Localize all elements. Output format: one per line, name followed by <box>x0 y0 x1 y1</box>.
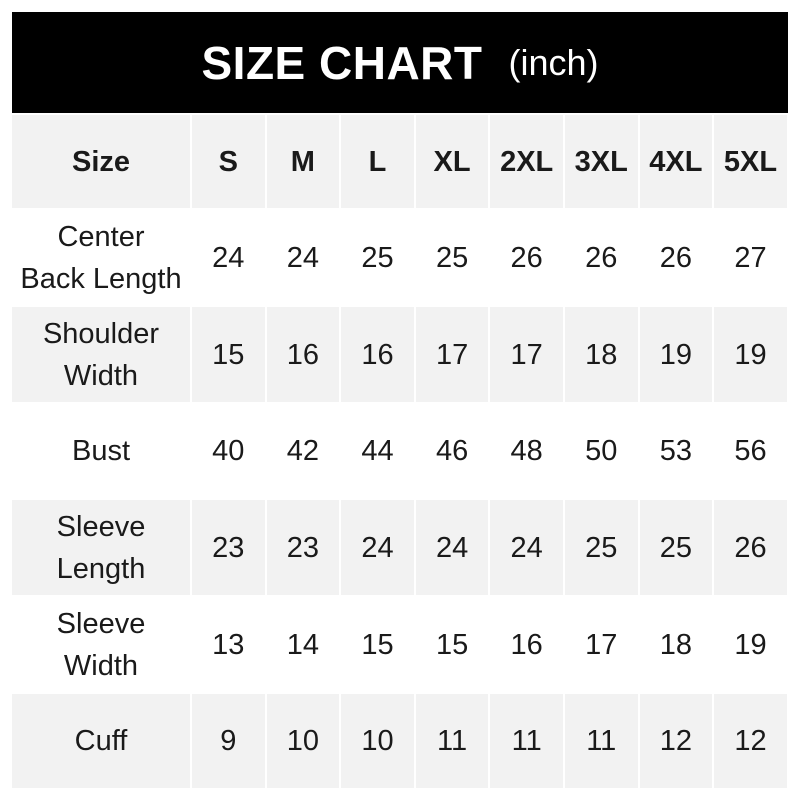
measurement-cell: 27 <box>734 241 767 274</box>
measurement-cell: 24 <box>341 500 414 595</box>
measurement-cell: 17 <box>585 628 618 661</box>
measurement-cell: 18 <box>564 307 638 402</box>
measurement-cell: 25 <box>361 241 394 274</box>
measurement-cell: 19 <box>639 307 713 402</box>
measurement-cell: 15 <box>361 628 394 661</box>
row-label: Cuff <box>12 694 190 788</box>
measurement-cell: 24 <box>415 500 489 595</box>
measurement-cell: 25 <box>639 500 713 595</box>
measurement-cell: 15 <box>192 307 265 402</box>
header-size-s: S <box>192 115 265 208</box>
header-size-label: Size <box>12 115 190 208</box>
measurement-cell: 56 <box>734 435 767 467</box>
measurement-cell: 15 <box>435 628 469 661</box>
row-label: Shoulder Width <box>12 307 190 402</box>
measurement-cell: 10 <box>266 694 340 788</box>
measurement-cell: 26 <box>659 241 692 274</box>
header-size-xl: XL <box>415 115 489 208</box>
measurement-cell: 16 <box>266 307 340 402</box>
row-label-line: Cuff <box>74 725 128 757</box>
measurement-cell: 11 <box>415 694 489 788</box>
measurement-cell: 48 <box>510 435 543 467</box>
measurement-cell: 40 <box>212 435 245 467</box>
measurement-cell: 42 <box>286 435 320 467</box>
measurement-cell: 46 <box>435 435 469 467</box>
measurement-cell: 44 <box>361 435 394 467</box>
measurement-cell: 9 <box>192 694 265 788</box>
header-row: Size S M L XL 2XL 3XL 4XL 5XL <box>12 115 787 208</box>
table-row: Sleeve Length 23 23 24 24 24 25 25 26 <box>12 500 787 595</box>
row-label-line: Width <box>63 359 139 392</box>
measurement-cell: 19 <box>734 628 767 661</box>
measurement-cell: 25 <box>435 241 469 274</box>
row-label-line: Back Length <box>20 262 182 295</box>
measurement-cell: 11 <box>564 694 638 788</box>
title-unit: (inch) <box>508 41 599 83</box>
row-label-line: Sleeve <box>56 510 146 543</box>
header-size-4xl: 4XL <box>639 115 713 208</box>
table-row: Center Back Length 24 24 25 25 26 26 26 27 <box>12 210 787 305</box>
measurement-cell: 26 <box>714 500 787 595</box>
header-size-5xl: 5XL <box>714 115 787 208</box>
measurement-cell: 50 <box>585 435 618 467</box>
measurement-cell: 23 <box>266 500 340 595</box>
measurement-cell: 24 <box>212 241 245 274</box>
measurement-cell: 16 <box>341 307 414 402</box>
measurement-cell: 19 <box>714 307 787 402</box>
row-label: Center Back Length <box>12 210 190 305</box>
measurement-cell: 10 <box>341 694 414 788</box>
measurement-cell: 26 <box>585 241 618 274</box>
row-label-line: Bust <box>71 435 131 467</box>
header-size-l: L <box>341 115 414 208</box>
measurement-cell: 24 <box>286 241 320 274</box>
row-label-line: Sleeve <box>56 607 146 640</box>
table-row: Shoulder Width 15 16 16 17 17 18 19 19 <box>12 307 787 402</box>
measurement-cell: 13 <box>212 628 245 661</box>
table-row: Cuff 9 10 10 11 11 11 12 12 <box>12 694 787 788</box>
measurement-cell: 23 <box>192 500 265 595</box>
header-size-m: M <box>266 115 340 208</box>
measurement-cell: 26 <box>510 241 543 274</box>
measurement-cell: 53 <box>659 435 692 467</box>
measurement-cell: 16 <box>510 628 543 661</box>
row-label-line: Center <box>57 220 145 253</box>
row-label: Bust <box>12 404 190 498</box>
row-label: Sleeve Width <box>12 597 190 692</box>
header-size-2xl: 2XL <box>490 115 563 208</box>
measurement-cell: 25 <box>564 500 638 595</box>
measurement-cell: 17 <box>415 307 489 402</box>
header-size-3xl: 3XL <box>564 115 638 208</box>
table-row: Bust 40 42 44 46 48 50 53 56 <box>12 404 787 498</box>
table-row: Sleeve Width 13 14 15 15 16 17 18 19 <box>12 597 787 692</box>
measurement-cell: 24 <box>490 500 563 595</box>
title-main: SIZE CHART <box>201 36 483 89</box>
row-label-line: Length <box>56 552 146 585</box>
row-label-line: Shoulder <box>42 317 160 350</box>
row-label: Sleeve Length <box>12 500 190 595</box>
measurement-cell: 17 <box>490 307 563 402</box>
row-label-line: Width <box>63 649 139 682</box>
measurement-cell: 18 <box>659 628 692 661</box>
size-table: Size S M L XL 2XL 3XL 4XL 5XL Center Back Length 24… <box>10 113 789 790</box>
size-chart-title: SIZE CHART (inch) <box>12 12 788 113</box>
measurement-cell: 12 <box>639 694 713 788</box>
measurement-cell: 11 <box>490 694 563 788</box>
measurement-cell: 14 <box>286 628 320 661</box>
measurement-cell: 12 <box>714 694 787 788</box>
